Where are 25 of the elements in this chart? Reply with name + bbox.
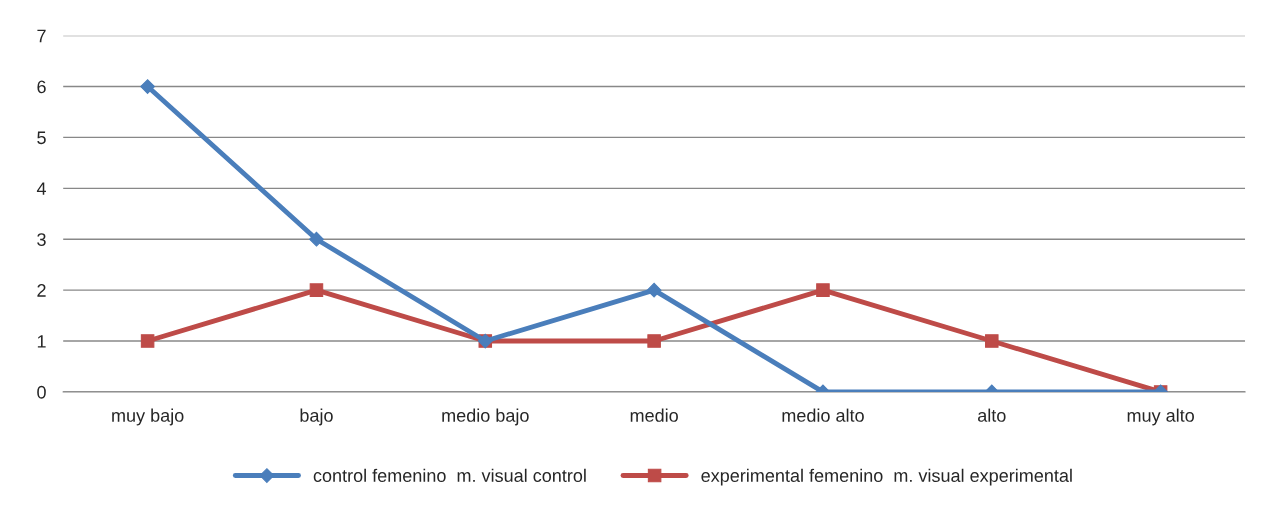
point [140,79,156,94]
x-tick-label: medio [630,408,678,422]
x-tick-label: alto [978,408,1006,422]
legend-label: experimental femenino m. visual experimental [701,468,1072,486]
point [647,334,661,348]
point [309,283,324,297]
y-tick-label: 0 [37,385,46,399]
legend-label: control femenino m. visual control [313,468,586,483]
point [816,283,830,297]
y-tick-label: 4 [36,182,47,195]
y-tick-label: 5 [37,131,46,145]
point [646,282,662,298]
y-tick-label: 2 [37,284,46,297]
y-tick-label: 3 [37,233,46,246]
point [985,334,999,348]
y-tick-label: 7 [37,29,46,43]
x-tick-label: medio alto [782,408,864,422]
x-tick-label: medio bajo [442,408,529,426]
x-tick-label: bajo [300,408,333,426]
x-tick-label: muy bajo [112,408,184,426]
point [309,231,324,247]
point [140,334,155,348]
y-tick-label: 1 [37,335,46,348]
y-tick-label: 6 [37,80,46,94]
x-tick-label: muy alto [1127,408,1194,426]
